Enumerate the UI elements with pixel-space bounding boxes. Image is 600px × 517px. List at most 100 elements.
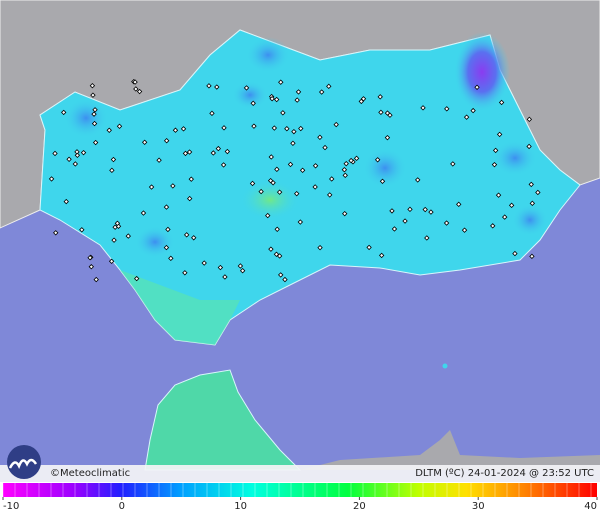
station	[508, 202, 515, 209]
station	[529, 253, 535, 260]
station	[268, 154, 274, 160]
station	[528, 181, 534, 188]
station	[461, 227, 468, 233]
cool-spot	[493, 140, 537, 176]
station	[450, 161, 456, 167]
station	[378, 252, 385, 259]
station	[80, 149, 87, 156]
station	[299, 167, 306, 173]
station	[215, 145, 222, 152]
station	[214, 84, 220, 90]
station	[258, 188, 264, 195]
station	[276, 253, 283, 259]
logo	[7, 445, 41, 479]
station	[456, 201, 462, 208]
station	[274, 226, 280, 232]
station	[422, 206, 428, 213]
station	[182, 150, 189, 157]
colorbar: -10 0 10 20 30 40	[2, 483, 598, 512]
station	[333, 121, 339, 128]
station	[463, 114, 470, 120]
station	[111, 237, 117, 243]
station	[342, 210, 348, 217]
station	[420, 105, 426, 111]
station	[267, 177, 274, 184]
credit: ©Meteoclimatic	[50, 468, 130, 479]
station	[79, 227, 85, 233]
station	[271, 125, 278, 131]
station	[141, 139, 148, 145]
station	[224, 148, 231, 155]
station	[170, 183, 176, 189]
station	[148, 184, 155, 190]
station	[243, 85, 250, 91]
station	[52, 150, 58, 157]
station	[358, 98, 364, 105]
station	[407, 206, 413, 213]
station	[318, 89, 325, 95]
station	[63, 198, 69, 205]
station	[294, 190, 300, 197]
station	[291, 128, 297, 135]
station	[91, 120, 98, 127]
station	[378, 109, 384, 116]
station	[191, 235, 197, 241]
station	[353, 155, 360, 162]
station	[132, 79, 138, 85]
station	[512, 250, 518, 257]
colorbar-tick-label: 40	[584, 501, 597, 512]
station	[250, 100, 256, 106]
station	[72, 161, 79, 167]
station	[295, 89, 302, 95]
station	[384, 134, 391, 141]
station	[156, 157, 162, 163]
station	[74, 149, 80, 155]
station	[343, 160, 349, 167]
station	[391, 226, 398, 232]
station	[210, 150, 217, 156]
station	[136, 88, 143, 95]
station	[273, 96, 280, 103]
cool-spot	[512, 204, 548, 236]
station	[327, 192, 333, 198]
cool-spot	[64, 98, 108, 138]
station	[217, 264, 224, 271]
station	[206, 83, 212, 89]
station	[106, 127, 112, 133]
station	[186, 195, 193, 202]
station	[268, 246, 274, 252]
station	[110, 156, 117, 163]
station	[490, 223, 496, 229]
station	[415, 177, 421, 183]
station	[348, 157, 354, 164]
station	[280, 110, 286, 116]
station	[180, 126, 187, 132]
station	[163, 204, 170, 210]
station	[182, 270, 188, 276]
station	[92, 107, 98, 113]
station	[188, 176, 194, 182]
station	[108, 258, 115, 264]
station	[88, 264, 95, 270]
station	[140, 210, 147, 216]
station	[109, 167, 115, 174]
station	[470, 107, 476, 114]
station	[366, 244, 372, 251]
colorbar-tick-label: 10	[234, 501, 247, 512]
station	[284, 126, 290, 132]
station	[535, 189, 541, 196]
cool-spot	[246, 37, 290, 73]
station	[317, 244, 323, 251]
station	[165, 226, 171, 233]
station	[172, 127, 179, 133]
colorbar-tick-label: 0	[119, 501, 125, 512]
coast-warm-zone	[120, 270, 240, 345]
station	[428, 209, 434, 215]
station	[287, 161, 294, 168]
station	[298, 125, 304, 132]
station	[201, 260, 207, 266]
station	[48, 176, 55, 182]
station	[526, 143, 532, 150]
island	[442, 363, 448, 369]
